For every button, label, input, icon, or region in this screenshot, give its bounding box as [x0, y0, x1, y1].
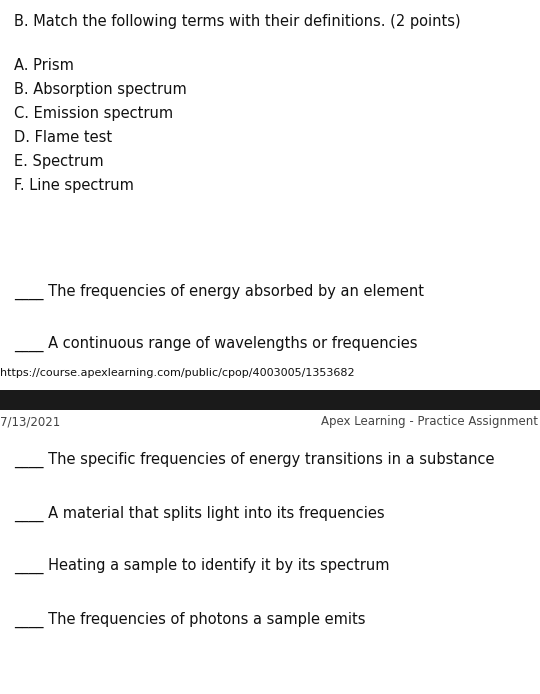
Text: ____ The frequencies of energy absorbed by an element: ____ The frequencies of energy absorbed …: [14, 284, 424, 301]
Text: Apex Learning - Practice Assignment: Apex Learning - Practice Assignment: [321, 415, 538, 428]
Text: ____ A material that splits light into its frequencies: ____ A material that splits light into i…: [14, 506, 384, 522]
Text: ____ Heating a sample to identify it by its spectrum: ____ Heating a sample to identify it by …: [14, 558, 389, 574]
Text: F. Line spectrum: F. Line spectrum: [14, 178, 134, 193]
Text: ____ The frequencies of photons a sample emits: ____ The frequencies of photons a sample…: [14, 612, 366, 628]
Text: ____ A continuous range of wavelengths or frequencies: ____ A continuous range of wavelengths o…: [14, 336, 417, 352]
Text: https://course.apexlearning.com/public/cpop/4003005/1353682: https://course.apexlearning.com/public/c…: [0, 368, 355, 378]
Text: D. Flame test: D. Flame test: [14, 130, 112, 145]
Text: C. Emission spectrum: C. Emission spectrum: [14, 106, 173, 121]
Text: ____ The specific frequencies of energy transitions in a substance: ____ The specific frequencies of energy …: [14, 452, 495, 468]
Text: E. Spectrum: E. Spectrum: [14, 154, 104, 169]
Text: 7/13/2021: 7/13/2021: [0, 415, 60, 428]
Bar: [0, 390, 540, 410]
Text: A. Prism: A. Prism: [14, 58, 74, 73]
Text: B. Match the following terms with their definitions. (2 points): B. Match the following terms with their …: [14, 14, 461, 29]
Text: B. Absorption spectrum: B. Absorption spectrum: [14, 82, 187, 97]
